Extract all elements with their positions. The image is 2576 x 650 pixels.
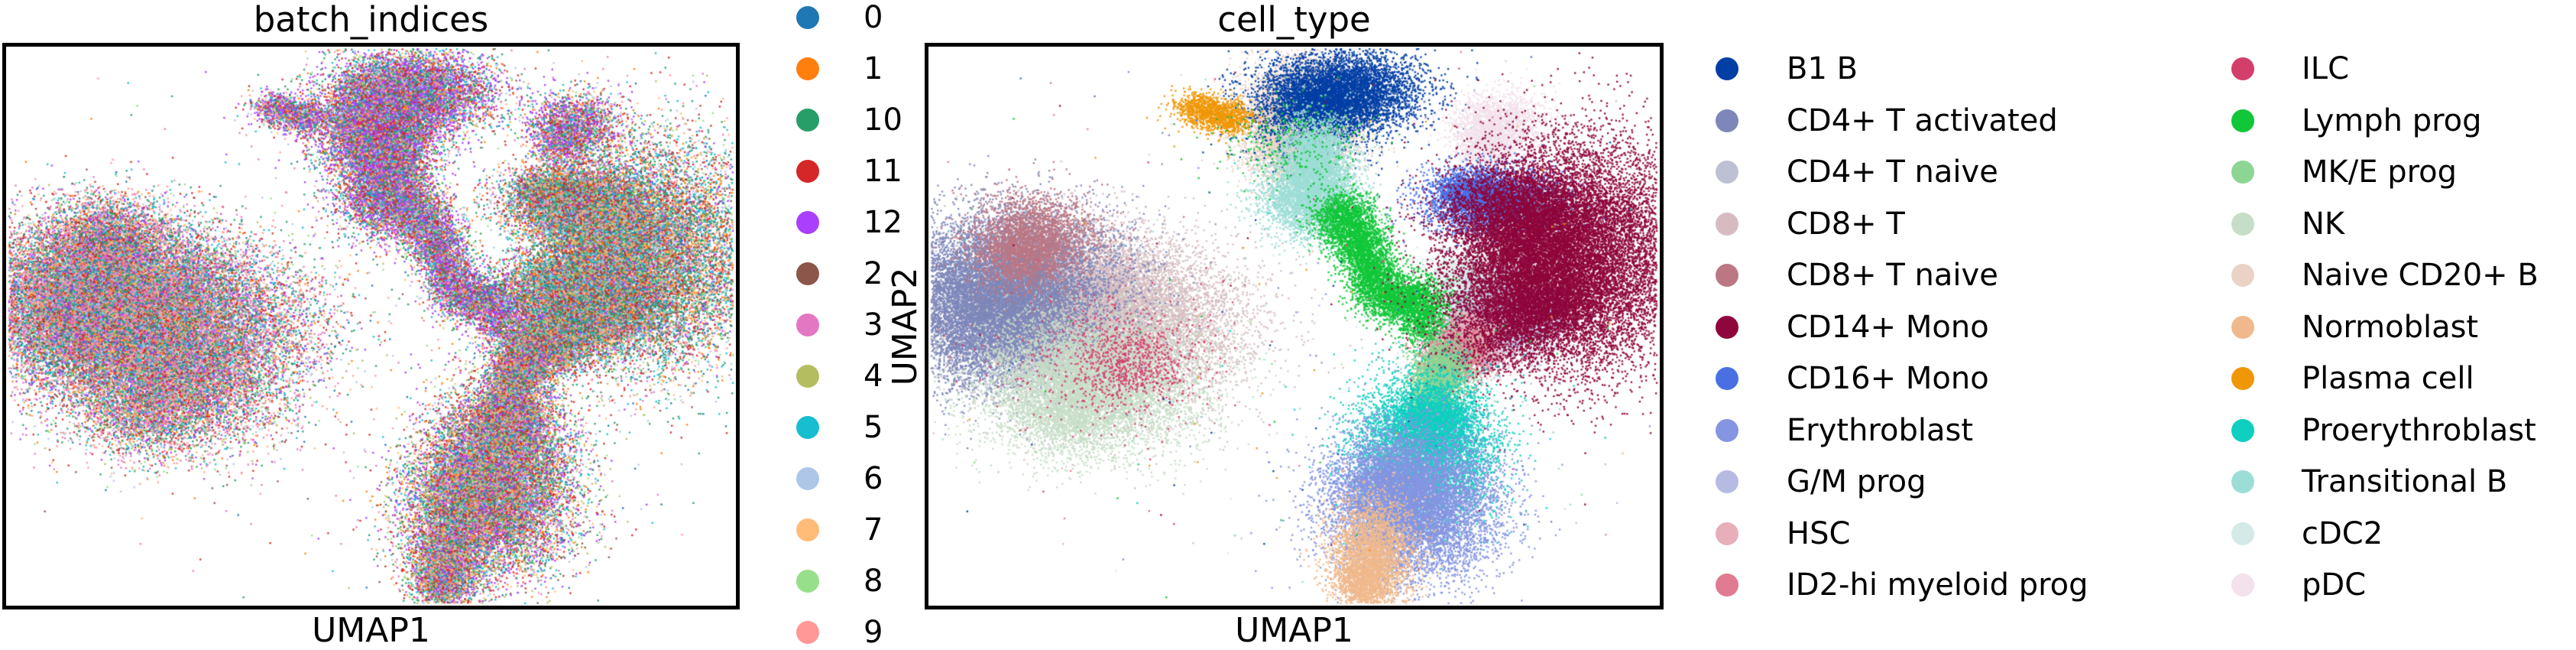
legend-swatch-icon xyxy=(2231,315,2254,339)
umap-axes-batch-indices xyxy=(2,43,740,609)
legend-swatch-icon xyxy=(2231,470,2254,493)
umap-axes-cell-type xyxy=(925,43,1664,609)
legend-swatch-icon xyxy=(2231,418,2254,442)
legend-item-label: MK/E prog xyxy=(2302,154,2458,190)
legend-swatch-icon xyxy=(1716,470,1738,493)
legend-swatch-icon xyxy=(1716,161,1738,184)
legend-swatch-icon xyxy=(1716,264,1738,287)
legend-swatch-icon xyxy=(2231,57,2254,80)
legend-item-label: CD4+ T activated xyxy=(1787,102,2058,138)
legend-swatch-icon xyxy=(796,314,819,336)
legend-swatch-icon xyxy=(796,518,819,541)
legend-item-label: Transitional B xyxy=(2302,464,2508,499)
legend-swatch-icon xyxy=(2231,212,2254,236)
legend-swatch-icon xyxy=(796,109,819,132)
legend-swatch-icon xyxy=(1716,57,1738,80)
legend-item-label: 5 xyxy=(864,410,883,445)
legend-swatch-icon xyxy=(796,570,819,593)
legend-swatch-icon xyxy=(796,365,819,388)
y-axis-label-cell-type: UMAP2 xyxy=(886,267,925,386)
legend-item-label: 7 xyxy=(864,512,883,548)
legend-swatch-icon xyxy=(796,211,819,234)
legend-item-label: CD8+ T xyxy=(1787,206,1905,242)
legend-item-label: 10 xyxy=(864,102,902,138)
x-axis-label-batch: UMAP1 xyxy=(312,611,430,650)
legend-item-label: G/M prog xyxy=(1787,464,1926,499)
legend-swatch-icon xyxy=(1716,522,1738,545)
legend-swatch-icon xyxy=(796,57,819,80)
legend-item-label: 0 xyxy=(864,0,883,35)
legend-item-label: CD4+ T naive xyxy=(1787,154,1998,190)
legend-swatch-icon xyxy=(796,621,819,644)
legend-swatch-icon xyxy=(1716,367,1738,390)
legend-item-label: 1 xyxy=(864,51,883,86)
legend-item-label: 6 xyxy=(864,461,883,496)
legend-item-label: ID2-hi myeloid prog xyxy=(1787,567,2088,603)
legend-item-label: Plasma cell xyxy=(2302,361,2474,396)
legend-swatch-icon xyxy=(2231,574,2254,596)
legend-item-label: 4 xyxy=(864,359,883,394)
legend-item-label: Lymph prog xyxy=(2302,102,2482,138)
legend-item-label: HSC xyxy=(1787,515,1851,551)
legend-item-label: CD14+ Mono xyxy=(1787,309,1989,345)
legend-swatch-icon xyxy=(2231,109,2254,132)
legend-item-label: cDC2 xyxy=(2302,515,2383,551)
legend-item-label: CD8+ T naive xyxy=(1787,258,1998,293)
legend-item-label: NK xyxy=(2302,206,2345,242)
legend-item-label: pDC xyxy=(2302,567,2367,603)
legend-swatch-icon xyxy=(1716,574,1738,596)
legend-item-label: 3 xyxy=(864,307,883,343)
plot-title-batch-indices: batch_indices xyxy=(253,0,489,40)
legend-item-label: Naive CD20+ B xyxy=(2302,258,2539,293)
legend-swatch-icon xyxy=(796,160,819,183)
x-axis-label-cell: UMAP1 xyxy=(1235,611,1353,650)
legend-swatch-icon xyxy=(1716,212,1738,236)
legend-item-label: 11 xyxy=(864,154,902,189)
legend-swatch-icon xyxy=(1716,315,1738,339)
legend-item-label: CD16+ Mono xyxy=(1787,361,1989,396)
legend-swatch-icon xyxy=(2231,161,2254,184)
legend-swatch-icon xyxy=(2231,522,2254,545)
legend-item-label: Normoblast xyxy=(2302,309,2479,345)
legend-item-label: Proerythroblast xyxy=(2302,412,2536,448)
plot-title-cell-type: cell_type xyxy=(1217,0,1371,40)
legend-item-label: 2 xyxy=(864,256,883,291)
legend-item-label: Erythroblast xyxy=(1787,412,1974,448)
legend-swatch-icon xyxy=(796,262,819,285)
legend-swatch-icon xyxy=(796,416,819,439)
legend-item-label: ILC xyxy=(2302,51,2350,86)
legend-swatch-icon xyxy=(796,467,819,490)
legend-item-label: 9 xyxy=(864,615,883,650)
legend-swatch-icon xyxy=(2231,367,2254,390)
umap-scatter-cell-type xyxy=(928,47,1660,606)
legend-swatch-icon xyxy=(796,6,819,29)
legend-swatch-icon xyxy=(2231,264,2254,287)
legend-item-label: B1 B xyxy=(1787,51,1858,86)
legend-swatch-icon xyxy=(1716,418,1738,442)
umap-scatter-batch-indices xyxy=(6,47,736,606)
legend-swatch-icon xyxy=(1716,109,1738,132)
legend-item-label: 8 xyxy=(864,564,883,599)
